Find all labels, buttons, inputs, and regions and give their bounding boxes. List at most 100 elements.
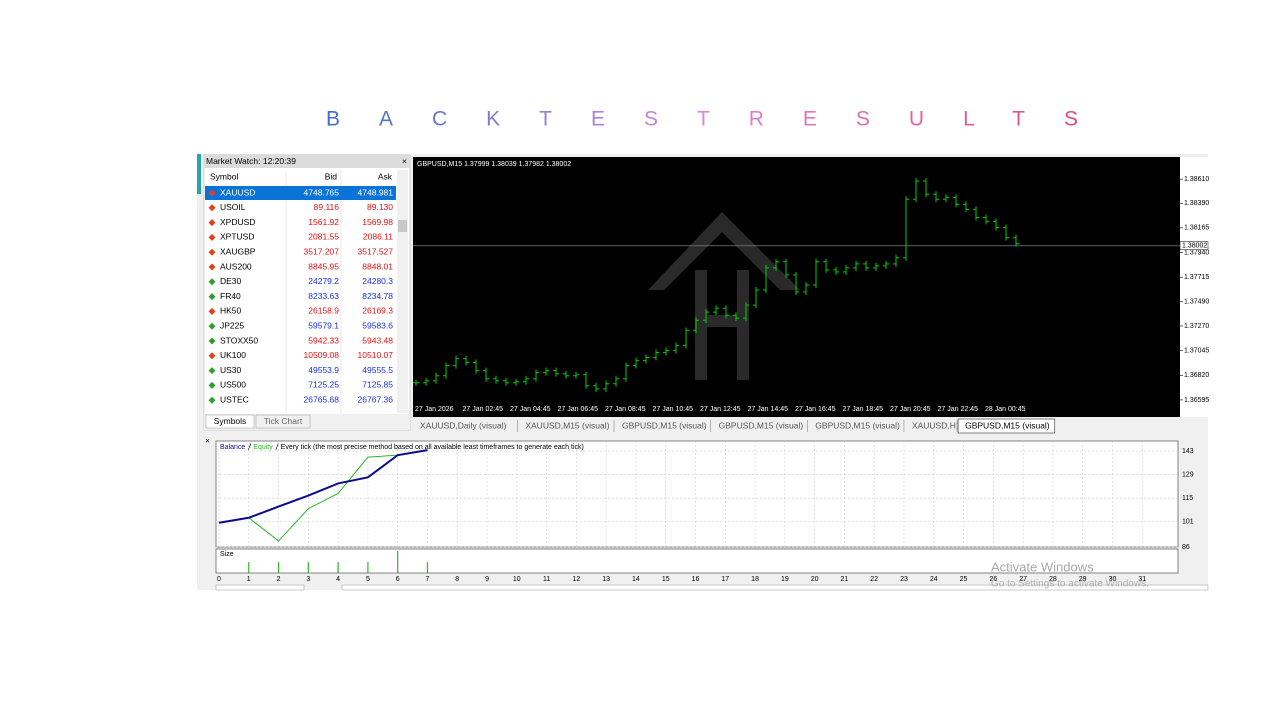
x-tick-label: 25: [960, 576, 968, 583]
price-bar: [603, 380, 609, 392]
chart-tab[interactable]: XAUUSD,M15 (visual): [525, 420, 609, 430]
scrollbar-thumb[interactable]: [398, 220, 407, 232]
close-button[interactable]: ×: [402, 156, 407, 166]
x-tick-label: 10: [513, 576, 521, 583]
y-tick-label: 1.36820: [1184, 372, 1209, 379]
price-bar: [743, 302, 749, 322]
symbol[interactable]: AUS200: [220, 261, 252, 271]
ask: 26169.3: [362, 306, 393, 316]
ask: 10510.07: [358, 350, 394, 360]
chart-tab[interactable]: GBPUSD,M15 (visual): [965, 420, 1050, 430]
x-tick-label: 7: [426, 576, 430, 583]
symbol[interactable]: XAUGBP: [220, 246, 256, 256]
price-bar: [523, 375, 529, 385]
symbol[interactable]: USTEC: [220, 394, 249, 404]
price-axis: [1180, 157, 1208, 417]
price-bar: [693, 317, 699, 334]
price-bar: [813, 258, 819, 288]
symbol[interactable]: HK50: [220, 306, 242, 316]
price-bar: [463, 355, 469, 366]
column-header[interactable]: Symbol: [210, 171, 238, 181]
price-bar: [953, 194, 959, 208]
tab-label[interactable]: Symbols: [214, 416, 247, 426]
bid: 1561.92: [308, 217, 339, 227]
price-bar: [763, 264, 769, 294]
direction-icon: [208, 248, 216, 256]
price-bar: [663, 347, 669, 356]
chart-tab[interactable]: GBPUSD,M15 (visual): [719, 420, 804, 430]
price-bar: [903, 196, 909, 261]
tab[interactable]: [205, 414, 255, 429]
bid: 8845.95: [308, 261, 339, 271]
chart-tab[interactable]: GBPUSD,M15 (visual): [815, 420, 900, 430]
symbol[interactable]: XPDUSD: [220, 217, 255, 227]
x-tick-label: 8: [455, 576, 459, 583]
selected-row: [205, 186, 396, 200]
panel-title: Market Watch: 12:20:39: [206, 156, 296, 166]
current-price-box: [1179, 241, 1209, 250]
symbol[interactable]: XPTUSD: [220, 232, 254, 242]
price-bar: [723, 305, 729, 319]
tab-label[interactable]: Tick Chart: [264, 416, 303, 426]
side-accent: [197, 154, 201, 194]
symbol[interactable]: FR40: [220, 291, 241, 301]
price-bar: [673, 342, 679, 354]
tab[interactable]: [255, 414, 311, 429]
symbol[interactable]: US500: [220, 380, 246, 390]
y-tick-label: 1.38390: [1184, 200, 1209, 207]
column-header[interactable]: Ask: [378, 171, 393, 181]
x-tick-label: 27 Jan 10:45: [653, 406, 694, 413]
price-bar: [623, 362, 629, 382]
symbol[interactable]: UK100: [220, 350, 246, 360]
direction-icon: [208, 307, 216, 315]
symbol[interactable]: XAUUSD: [220, 187, 255, 197]
symbol[interactable]: DE30: [220, 276, 242, 286]
price-bar: [423, 377, 429, 386]
chart-tab[interactable]: XAUUSD,Daily (visual): [420, 420, 507, 430]
x-tick-label: 14: [632, 576, 640, 583]
x-tick-label: 31: [1138, 576, 1146, 583]
price-bar: [973, 206, 979, 221]
x-tick-label: 4: [336, 576, 340, 583]
x-tick-label: 16: [692, 576, 700, 583]
ask: 2086.11: [363, 232, 393, 242]
direction-icon: [208, 219, 216, 227]
price-bar: [883, 260, 889, 269]
symbol[interactable]: US30: [220, 365, 242, 375]
x-tick-label: 27 Jan 18:45: [843, 406, 884, 413]
x-tick-label: 17: [721, 576, 729, 583]
price-bar: [993, 218, 999, 231]
price-bar: [583, 371, 589, 389]
symbol[interactable]: STOXX50: [220, 335, 258, 345]
price-bar: [683, 327, 689, 349]
x-tick-label: 18: [751, 576, 759, 583]
column-header[interactable]: Bid: [325, 171, 338, 181]
price-bar: [513, 378, 519, 386]
page-title: BACKTESTRESULTS: [326, 108, 1078, 131]
price-bar: [443, 362, 449, 379]
bid: 3517.207: [304, 246, 340, 256]
size-chart: [215, 548, 1179, 574]
current-price-label: 1.38002: [1182, 243, 1207, 250]
bid: 2081.55: [308, 232, 339, 242]
chart-tab-active[interactable]: [957, 418, 1056, 434]
y-tick-label: 1.37045: [1184, 347, 1209, 354]
price-bar: [773, 258, 779, 271]
price-bar: [553, 367, 559, 377]
chart-tab[interactable]: GBPUSD,M15 (visual): [622, 420, 707, 430]
symbol[interactable]: USOIL: [220, 202, 246, 212]
y-tick-label: 115: [1182, 495, 1193, 502]
price-bar: [833, 266, 839, 275]
bottom-tab[interactable]: [215, 584, 305, 591]
series-line: [218, 449, 428, 542]
series-line: [218, 449, 428, 524]
direction-icon: [208, 233, 216, 241]
symbol[interactable]: JP225: [220, 320, 244, 330]
price-bar: [843, 264, 849, 275]
chart-tab[interactable]: XAUUSD,H1: [912, 420, 961, 430]
x-tick-label: 27: [1019, 576, 1027, 583]
x-tick-label: 24: [930, 576, 938, 583]
close-button[interactable]: ×: [205, 435, 210, 445]
bid: 8233.63: [308, 291, 339, 301]
